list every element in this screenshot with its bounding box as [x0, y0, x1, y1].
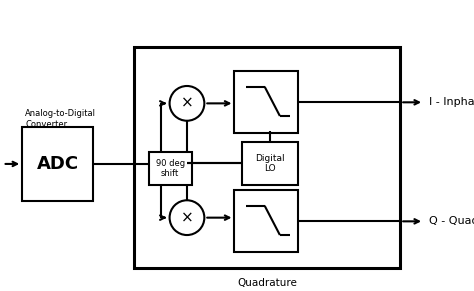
Text: ADC: ADC — [36, 155, 79, 173]
Text: 90 deg
shift: 90 deg shift — [155, 159, 185, 178]
Circle shape — [170, 86, 204, 121]
Text: Q - Quadrature: Q - Quadrature — [429, 216, 474, 226]
Text: ×: × — [181, 96, 193, 111]
Circle shape — [170, 200, 204, 235]
Bar — [242, 142, 298, 185]
Bar — [234, 71, 298, 133]
Text: Analog-to-Digital: Analog-to-Digital — [25, 109, 96, 118]
Bar — [234, 190, 298, 252]
Bar — [134, 47, 400, 268]
Text: I - Inphase: I - Inphase — [429, 97, 474, 107]
Bar — [22, 127, 93, 201]
Bar — [148, 152, 191, 185]
Text: ×: × — [181, 210, 193, 225]
Text: Quadrature: Quadrature — [237, 278, 297, 288]
Text: Digital
LO: Digital LO — [255, 154, 285, 173]
Text: Converter: Converter — [25, 120, 67, 129]
